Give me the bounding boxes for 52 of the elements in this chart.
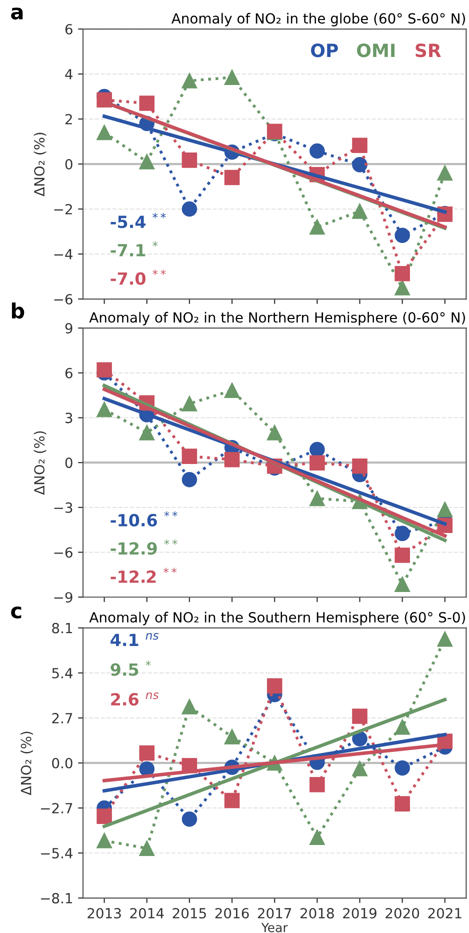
x-tick-label: 2020 [386,908,420,918]
y-tick-label: 0 [65,458,72,468]
text: c [11,606,22,618]
annotation: 9.5 $^{*}$ [110,660,151,676]
annotation: -7.0 $^{**}$ [110,270,166,285]
x-tick-label: 2021 [428,908,462,918]
annotation: -12.2 $^{**}$ [110,568,177,583]
annotation: 4.1 $^{ns}$ [110,633,159,646]
y-tick-label: −2.7 [41,802,72,814]
y-tick-label: 0.0 [52,758,72,768]
annotation: -5.4 $^{**}$ [110,212,166,228]
y-tick-label: 5.4 [52,668,73,678]
text: OP [311,44,338,58]
y-tick-label: −4 [54,249,73,260]
y-tick-label: 8.1 [52,622,72,634]
y-tick-label: −3 [54,502,72,513]
y-tick-label: −8.1 [41,892,72,904]
y-tick-label: 6 [65,368,72,378]
y-tick-label: −2 [54,204,72,214]
annotation: -12.9 $^{**}$ [110,539,178,555]
chart-title: Anomaly of NO₂ in the globe (60° S-60° N) [172,12,465,26]
text: OMI [357,44,394,58]
y-tick-label: 2 [65,114,72,124]
chart-title: Anomaly of NO₂ in the Northern Hemisphere (0-60° N) [89,312,465,326]
y-tick-label: −6 [54,294,72,304]
x-tick-label: 2019 [343,908,376,918]
y-tick-label: 4 [65,69,73,80]
x-axis-title: Year [261,922,288,932]
x-tick-label: 2016 [215,908,249,918]
y-axis-title: ΔNO₂ (%) [34,431,46,495]
x-tick-label: 2018 [300,908,334,918]
y-tick-label: 0 [65,158,72,170]
chart-title: Anomaly of NO₂ in the Southern Hemisphere (60° S-0) [89,612,465,626]
y-tick-label: 2.7 [52,712,72,724]
x-tick-label: 2015 [172,908,206,918]
y-tick-label: −6 [54,547,72,558]
y-tick-label: 9 [65,323,72,334]
y-tick-label: 6 [65,24,72,34]
y-tick-label: −5.4 [41,848,73,858]
y-axis-title: ΔNO₂ (%) [20,732,33,796]
annotation: 2.6 $^{ns}$ [111,692,159,706]
text: SR [416,44,441,58]
x-tick-label: 2017 [258,908,292,918]
x-tick-label: 2013 [88,908,121,918]
annotation: -7.1 $^{*}$ [110,241,158,256]
annotation: -10.6 $^{**}$ [110,511,178,526]
text: a [11,8,23,20]
text: b [12,302,24,319]
x-tick-label: 2014 [130,908,164,918]
y-tick-label: −9 [54,592,72,603]
y-axis-title: ΔNO₂ (%) [34,132,46,196]
y-tick-label: 3 [66,412,72,424]
